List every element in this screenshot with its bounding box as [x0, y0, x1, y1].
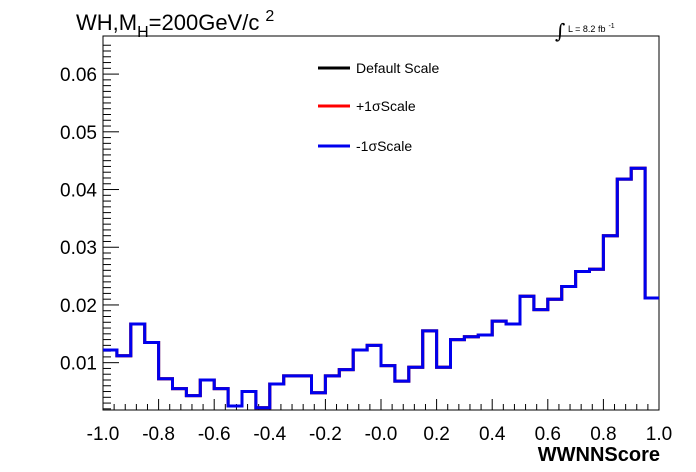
legend-label-2: -1σScale — [356, 138, 412, 154]
legend: Default Scale +1σScale -1σScale — [318, 60, 439, 154]
x-tick-label: 0.6 — [535, 424, 561, 445]
x-tick-label: 0.2 — [423, 424, 449, 445]
y-axis-tick-labels: 0.01 0.02 0.03 0.04 0.05 0.06 — [60, 65, 97, 375]
series-line-2 — [103, 166, 659, 410]
legend-label-0: Default Scale — [356, 60, 439, 76]
y-tick-label: 0.05 — [60, 123, 97, 144]
x-tick-label: 0.8 — [590, 424, 616, 445]
x-tick-label: -0.6 — [198, 424, 231, 445]
x-axis-tick-labels: -1.0 -0.8 -0.6 -0.4 -0.2 -0.0 0.2 0.4 0.6 0.8 1.0 — [87, 424, 673, 445]
integral-symbol: ∫ — [555, 19, 565, 43]
legend-label-1: +1σScale — [356, 98, 416, 114]
x-axis-label: WWNNScore — [538, 444, 660, 466]
title-superscript: 2 — [265, 8, 274, 25]
chart-title: WH,MH=200GeV/c 2 — [76, 8, 274, 41]
x-tick-label: 1.0 — [646, 424, 672, 445]
title-subscript: H — [137, 24, 149, 41]
x-tick-label: -0.8 — [142, 424, 175, 445]
y-tick-label: 0.02 — [60, 296, 97, 317]
lumi-label: L = 8.2 fb -1 — [568, 23, 615, 34]
y-tick-label: 0.03 — [60, 238, 97, 259]
lumi-superscript: -1 — [608, 23, 614, 30]
x-tick-label: 0.4 — [479, 424, 506, 445]
title-main: WH,M — [76, 10, 137, 35]
lumi-text: L = 8.2 fb — [568, 24, 605, 34]
y-tick-label: 0.06 — [60, 65, 97, 86]
x-tick-label: -0.0 — [365, 424, 398, 445]
x-tick-label: -1.0 — [87, 424, 120, 445]
x-tick-label: -0.2 — [309, 424, 342, 445]
y-axis-ticks — [103, 44, 119, 410]
x-tick-label: -0.4 — [253, 424, 286, 445]
y-tick-label: 0.04 — [60, 181, 97, 202]
y-tick-label: 0.01 — [60, 354, 97, 375]
title-rest: =200GeV/c — [149, 10, 260, 35]
series-group — [103, 166, 659, 410]
